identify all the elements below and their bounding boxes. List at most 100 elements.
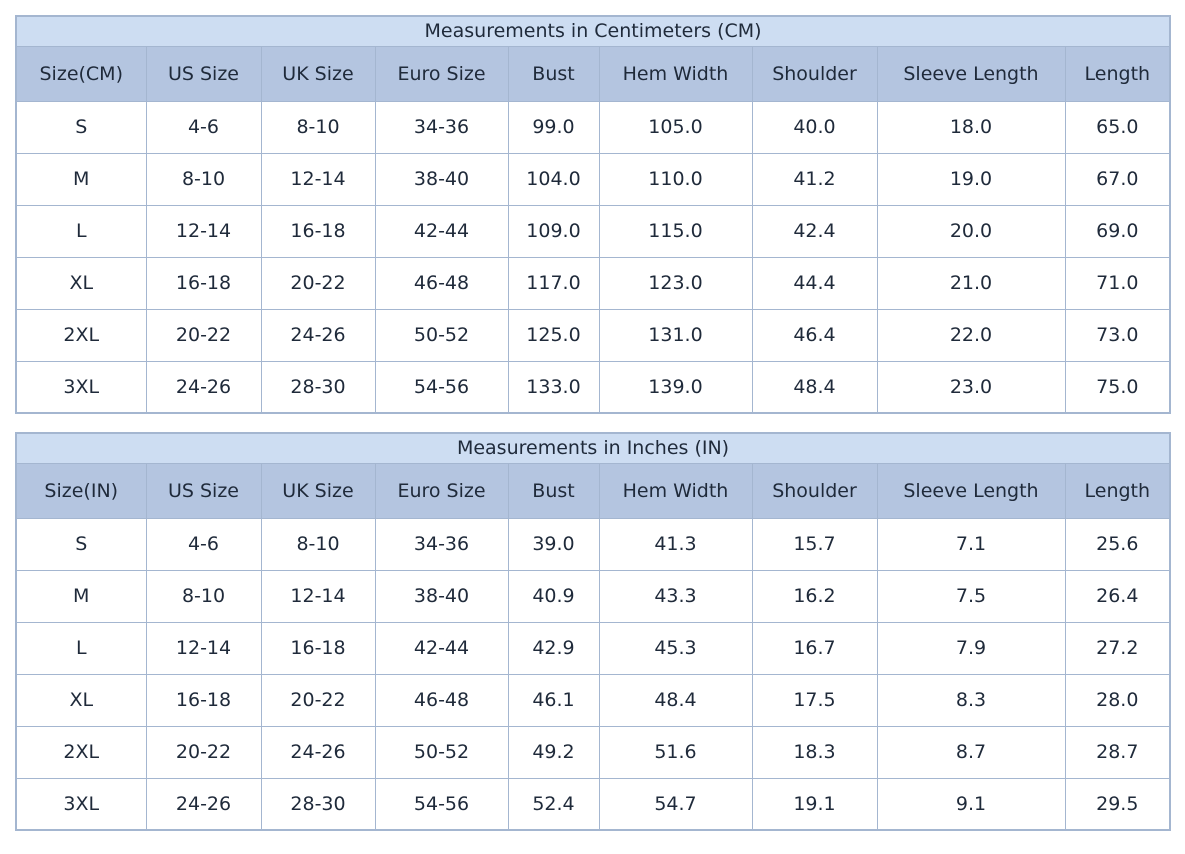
table-cell: 2XL (15, 308, 147, 362)
table-cell: 46.1 (507, 673, 600, 727)
table-cell: 16.2 (751, 569, 878, 623)
table-cell: 16.7 (751, 621, 878, 675)
table-row: M 8-10 12-14 38-40 104.0 110.0 41.2 19.0 67.0 (15, 152, 1171, 206)
table-row: S 4-6 8-10 34-36 99.0 105.0 40.0 18.0 65.0 (15, 100, 1171, 154)
table-cell: 49.2 (507, 725, 600, 779)
table-title-row: Measurements in Centimeters (CM) (15, 15, 1171, 47)
column-header: Size(IN) (15, 462, 147, 519)
inch-table-title: Measurements in Inches (IN) (15, 432, 1171, 464)
table-cell: 117.0 (507, 256, 600, 310)
table-cell: 139.0 (598, 360, 753, 414)
table-cell: L (15, 204, 147, 258)
inch-measurements-table: Measurements in Inches (IN) Size(IN) US S… (15, 432, 1172, 831)
table-cell: 52.4 (507, 777, 600, 831)
table-cell: 75.0 (1064, 360, 1171, 414)
table-row: M 8-10 12-14 38-40 40.9 43.3 16.2 7.5 26.4 (15, 569, 1171, 623)
table-cell: 24-26 (145, 360, 262, 414)
table-cell: 46-48 (374, 673, 509, 727)
table-cell: 24-26 (145, 777, 262, 831)
table-cell: 38-40 (374, 152, 509, 206)
table-cell: 54-56 (374, 777, 509, 831)
table-cell: 4-6 (145, 100, 262, 154)
table-cell: 28-30 (260, 777, 376, 831)
table-cell: 7.9 (876, 621, 1066, 675)
table-cell: 21.0 (876, 256, 1066, 310)
table-row: XL 16-18 20-22 46-48 117.0 123.0 44.4 21.0 71.0 (15, 256, 1171, 310)
table-cell: L (15, 621, 147, 675)
table-cell: XL (15, 673, 147, 727)
table-cell: 16-18 (145, 673, 262, 727)
column-header: Shoulder (751, 45, 878, 102)
table-cell: 7.5 (876, 569, 1066, 623)
table-cell: 19.0 (876, 152, 1066, 206)
table-cell: 38-40 (374, 569, 509, 623)
table-cell: 42-44 (374, 621, 509, 675)
table-cell: 46-48 (374, 256, 509, 310)
column-header: Hem Width (598, 462, 753, 519)
column-header: Euro Size (374, 462, 509, 519)
table-cell: 16-18 (260, 204, 376, 258)
cm-table-title: Measurements in Centimeters (CM) (15, 15, 1171, 47)
table-cell: 65.0 (1064, 100, 1171, 154)
column-header: UK Size (260, 462, 376, 519)
table-cell: 8-10 (260, 517, 376, 571)
table-cell: 27.2 (1064, 621, 1171, 675)
table-cell: 12-14 (260, 569, 376, 623)
table-cell: 34-36 (374, 517, 509, 571)
column-header: US Size (145, 462, 262, 519)
table-cell: 4-6 (145, 517, 262, 571)
table-row: S 4-6 8-10 34-36 39.0 41.3 15.7 7.1 25.6 (15, 517, 1171, 571)
table-cell: 67.0 (1064, 152, 1171, 206)
table-cell: 41.2 (751, 152, 878, 206)
table-row: 3XL 24-26 28-30 54-56 133.0 139.0 48.4 23.0 75.0 (15, 360, 1171, 414)
table-cell: 28.0 (1064, 673, 1171, 727)
table-cell: 131.0 (598, 308, 753, 362)
table-cell: 20-22 (260, 256, 376, 310)
table-cell: 16-18 (145, 256, 262, 310)
table-cell: 34-36 (374, 100, 509, 154)
table-cell: 18.0 (876, 100, 1066, 154)
table-cell: 28.7 (1064, 725, 1171, 779)
table-cell: 69.0 (1064, 204, 1171, 258)
table-header-row: Size(CM) US Size UK Size Euro Size Bust Hem W… (15, 45, 1171, 102)
table-cell: 24-26 (260, 308, 376, 362)
table-cell: 3XL (15, 360, 147, 414)
inch-table-body: S 4-6 8-10 34-36 39.0 41.3 15.7 7.1 25.6 M 8-10 12-… (15, 517, 1171, 831)
column-header: Sleeve Length (876, 462, 1066, 519)
table-cell: 46.4 (751, 308, 878, 362)
table-cell: 12-14 (145, 621, 262, 675)
table-cell: 9.1 (876, 777, 1066, 831)
table-cell: 8-10 (145, 569, 262, 623)
table-cell: 17.5 (751, 673, 878, 727)
column-header: Length (1064, 462, 1171, 519)
table-header-row: Size(IN) US Size UK Size Euro Size Bust Hem W… (15, 462, 1171, 519)
table-cell: 105.0 (598, 100, 753, 154)
table-cell: 26.4 (1064, 569, 1171, 623)
table-cell: 40.0 (751, 100, 878, 154)
column-header: Sleeve Length (876, 45, 1066, 102)
table-cell: 20-22 (145, 725, 262, 779)
table-cell: 20-22 (145, 308, 262, 362)
table-cell: 3XL (15, 777, 147, 831)
table-cell: S (15, 100, 147, 154)
table-row: L 12-14 16-18 42-44 42.9 45.3 16.7 7.9 27.2 (15, 621, 1171, 675)
table-cell: 99.0 (507, 100, 600, 154)
table-cell: 12-14 (260, 152, 376, 206)
table-cell: M (15, 152, 147, 206)
table-cell: 51.6 (598, 725, 753, 779)
cm-table-body: S 4-6 8-10 34-36 99.0 105.0 40.0 18.0 65.0 M 8-10 1… (15, 100, 1171, 414)
table-cell: 24-26 (260, 725, 376, 779)
table-cell: 20.0 (876, 204, 1066, 258)
table-cell: 42-44 (374, 204, 509, 258)
table-cell: 8-10 (260, 100, 376, 154)
table-cell: 42.4 (751, 204, 878, 258)
column-header: Hem Width (598, 45, 753, 102)
column-header: Euro Size (374, 45, 509, 102)
table-cell: 12-14 (145, 204, 262, 258)
column-header: UK Size (260, 45, 376, 102)
table-cell: 29.5 (1064, 777, 1171, 831)
table-cell: 48.4 (598, 673, 753, 727)
column-header: Length (1064, 45, 1171, 102)
table-cell: 50-52 (374, 308, 509, 362)
